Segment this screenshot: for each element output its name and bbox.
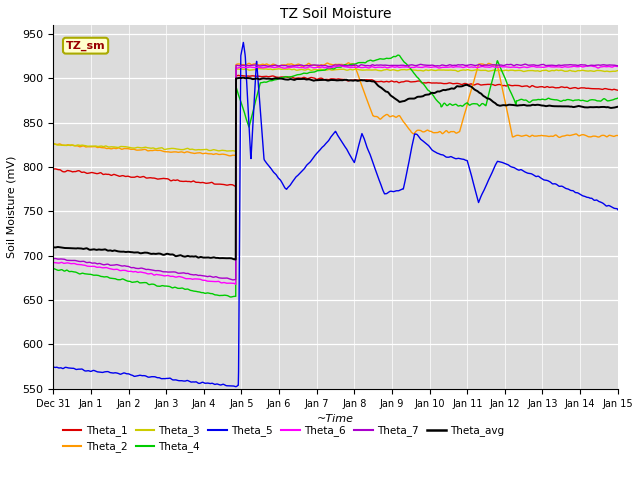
Theta_5 bbox=[310, 155, 317, 160]
Theta_6 bbox=[49, 260, 57, 265]
Theta_5 bbox=[614, 207, 621, 213]
Theta_7 bbox=[309, 62, 317, 68]
Text: TZ_sm: TZ_sm bbox=[66, 40, 106, 51]
Theta_avg bbox=[598, 104, 605, 110]
Line: Theta_2: Theta_2 bbox=[53, 63, 618, 156]
Theta_7 bbox=[522, 61, 529, 67]
Title: TZ Soil Moisture: TZ Soil Moisture bbox=[280, 7, 391, 21]
Theta_5 bbox=[78, 366, 86, 372]
Theta_3 bbox=[324, 67, 332, 72]
Theta_4 bbox=[309, 70, 317, 75]
Line: Theta_4: Theta_4 bbox=[53, 55, 618, 297]
Theta_2 bbox=[344, 60, 352, 66]
Theta_avg bbox=[232, 257, 239, 263]
Theta_7 bbox=[229, 277, 237, 283]
Line: Theta_1: Theta_1 bbox=[53, 75, 618, 186]
Theta_3 bbox=[310, 67, 317, 72]
Theta_6 bbox=[232, 281, 239, 287]
Theta_1 bbox=[324, 77, 332, 83]
Theta_2 bbox=[598, 132, 606, 138]
Theta_6 bbox=[598, 64, 605, 70]
Theta_5 bbox=[598, 200, 606, 205]
Theta_4 bbox=[495, 60, 502, 66]
Theta_3 bbox=[78, 142, 86, 148]
Theta_6 bbox=[598, 64, 606, 70]
Theta_6 bbox=[585, 63, 593, 69]
Line: Theta_avg: Theta_avg bbox=[53, 78, 618, 260]
Theta_6 bbox=[309, 65, 317, 71]
Theta_1 bbox=[78, 169, 86, 175]
Theta_1 bbox=[234, 72, 242, 78]
Theta_4 bbox=[614, 96, 621, 101]
Theta_3 bbox=[598, 68, 606, 74]
Theta_3 bbox=[255, 66, 263, 72]
Theta_6 bbox=[324, 65, 332, 71]
Line: Theta_3: Theta_3 bbox=[53, 69, 618, 151]
Theta_4 bbox=[49, 266, 57, 272]
Theta_3 bbox=[49, 141, 57, 146]
Theta_2 bbox=[227, 153, 234, 159]
Theta_6 bbox=[614, 63, 621, 69]
Theta_5 bbox=[232, 384, 239, 390]
Theta_7 bbox=[598, 62, 605, 68]
Theta_5 bbox=[49, 364, 57, 370]
Theta_1 bbox=[232, 183, 239, 189]
Theta_7 bbox=[324, 63, 332, 69]
Theta_5 bbox=[239, 39, 247, 45]
Theta_4 bbox=[227, 294, 234, 300]
Theta_3 bbox=[598, 68, 605, 73]
Legend: Theta_1, Theta_2, Theta_3, Theta_4, Theta_5, Theta_6, Theta_7, Theta_avg: Theta_1, Theta_2, Theta_3, Theta_4, Thet… bbox=[58, 421, 508, 456]
Theta_7 bbox=[49, 256, 57, 262]
Theta_1 bbox=[310, 75, 317, 81]
Theta_avg bbox=[78, 246, 86, 252]
Line: Theta_6: Theta_6 bbox=[53, 66, 618, 284]
Theta_4 bbox=[598, 97, 605, 103]
Theta_1 bbox=[614, 87, 621, 93]
Theta_7 bbox=[614, 63, 621, 69]
Theta_1 bbox=[598, 86, 606, 92]
Theta_avg bbox=[239, 75, 246, 81]
Theta_4 bbox=[598, 97, 606, 103]
Theta_4 bbox=[394, 52, 402, 58]
Theta_2 bbox=[309, 62, 317, 68]
Theta_avg bbox=[310, 78, 317, 84]
Theta_avg bbox=[49, 244, 57, 250]
Line: Theta_5: Theta_5 bbox=[53, 42, 618, 387]
Theta_5 bbox=[598, 200, 605, 205]
Line: Theta_7: Theta_7 bbox=[53, 64, 618, 280]
Theta_2 bbox=[49, 141, 57, 147]
Theta_3 bbox=[232, 148, 239, 154]
Theta_avg bbox=[614, 104, 621, 109]
Theta_1 bbox=[495, 82, 502, 87]
Theta_2 bbox=[78, 143, 86, 149]
Theta_avg bbox=[598, 104, 606, 110]
Theta_3 bbox=[495, 67, 502, 73]
X-axis label: ~Time: ~Time bbox=[317, 414, 354, 424]
Theta_6 bbox=[78, 262, 86, 268]
Theta_avg bbox=[495, 102, 502, 108]
Theta_1 bbox=[49, 166, 57, 172]
Theta_5 bbox=[324, 138, 332, 144]
Theta_4 bbox=[324, 66, 332, 72]
Theta_avg bbox=[324, 78, 332, 84]
Theta_7 bbox=[494, 62, 502, 68]
Theta_2 bbox=[614, 132, 621, 138]
Theta_2 bbox=[598, 132, 605, 138]
Theta_2 bbox=[495, 67, 502, 72]
Theta_4 bbox=[78, 270, 86, 276]
Theta_7 bbox=[598, 62, 606, 68]
Theta_7 bbox=[78, 259, 86, 264]
Theta_6 bbox=[494, 64, 502, 70]
Theta_5 bbox=[495, 159, 502, 165]
Y-axis label: Soil Moisture (mV): Soil Moisture (mV) bbox=[7, 156, 17, 258]
Theta_2 bbox=[324, 60, 332, 66]
Theta_3 bbox=[614, 68, 621, 73]
Theta_1 bbox=[598, 86, 605, 92]
